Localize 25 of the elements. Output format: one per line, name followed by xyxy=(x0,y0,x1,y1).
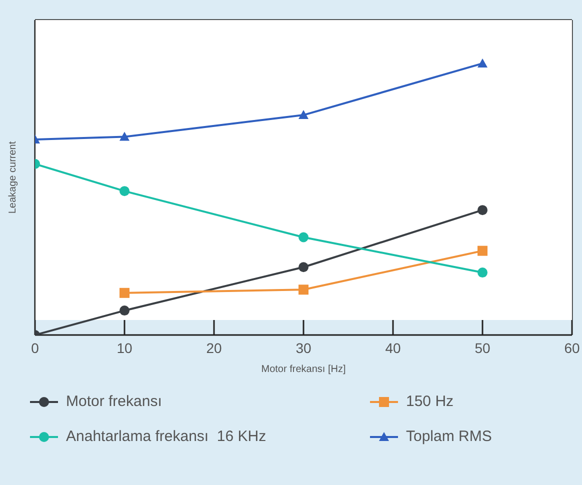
legend-label: Anahtarlama frekansı 16 KHz xyxy=(66,428,266,445)
x-tick-label: 40 xyxy=(385,340,401,356)
point xyxy=(120,306,130,316)
x-axis-title: Motor frekansı [Hz] xyxy=(261,364,346,375)
point xyxy=(120,288,130,298)
x-tick-label: 60 xyxy=(564,340,580,356)
y-axis-title: Leakage current xyxy=(8,141,19,214)
x-tick-label: 30 xyxy=(296,340,312,356)
point xyxy=(478,246,488,256)
legend-label: Motor frekansı xyxy=(66,393,162,410)
legend-label: Toplam RMS xyxy=(406,428,492,445)
point xyxy=(120,186,130,196)
point xyxy=(478,205,488,216)
point xyxy=(478,58,488,68)
point xyxy=(298,262,308,272)
x-tick-label: 10 xyxy=(116,340,132,356)
x-tick-label: 20 xyxy=(206,340,222,356)
x-tick-label: 50 xyxy=(474,340,490,356)
legend-label: 150 Hz xyxy=(406,393,454,410)
point xyxy=(298,284,308,295)
point xyxy=(478,268,488,278)
point xyxy=(120,132,130,141)
x-tick-label: 0 xyxy=(31,340,40,356)
point xyxy=(298,110,308,120)
point xyxy=(298,232,308,242)
